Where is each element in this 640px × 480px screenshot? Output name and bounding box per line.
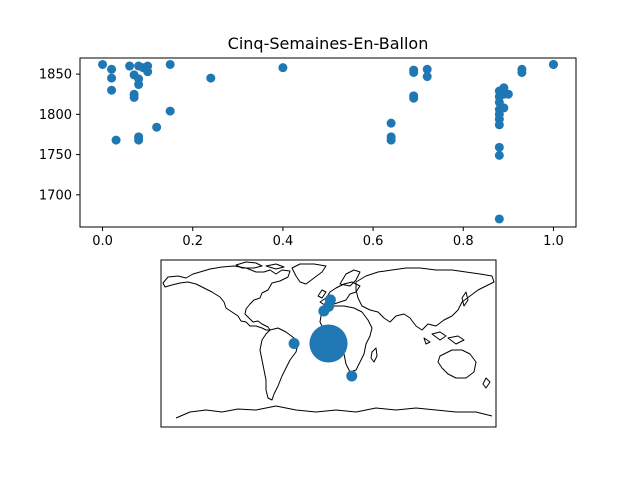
y-tick-label: 1850 [39, 68, 72, 83]
y-axis: 1700 1750 1800 1850 [39, 68, 80, 203]
scatter-point [165, 106, 175, 116]
scatter-point [165, 59, 175, 69]
scatter-point [152, 122, 162, 132]
scatter-point [107, 64, 117, 74]
x-axis: 0.0 0.2 0.4 0.6 0.8 1.0 [92, 227, 564, 249]
scatter-point [278, 63, 288, 73]
x-tick-label: 0.0 [92, 234, 113, 249]
x-tick-label: 1.0 [543, 234, 564, 249]
scatter-point [143, 67, 153, 77]
y-tick-label: 1800 [39, 108, 72, 123]
scatter-point [134, 135, 144, 145]
scatter-point [409, 67, 419, 77]
x-tick-label: 0.2 [182, 234, 203, 249]
land-madagascar [370, 347, 378, 363]
x-tick-label: 0.6 [363, 234, 384, 249]
scatter-point [206, 73, 216, 83]
scatter-chart: Cinq-Semaines-En-Ballon 0.0 0.2 0.4 0.6 0.8 1… [39, 34, 577, 249]
scatter-point [98, 59, 108, 69]
scatter-point [386, 135, 396, 145]
map-frame [160, 259, 497, 428]
x-tick-label: 0.8 [453, 234, 474, 249]
scatter-point [422, 64, 432, 74]
scatter-point [129, 92, 139, 102]
land-asia [355, 267, 495, 331]
land-arctic-islands [235, 261, 285, 270]
scatter-point [499, 83, 509, 93]
land-north-america [162, 265, 291, 331]
scatter-point [517, 67, 527, 77]
scatter-point [107, 73, 117, 83]
scatter-point [134, 80, 144, 90]
x-tick-label: 0.4 [273, 234, 294, 249]
scatter-point [111, 135, 121, 145]
land-japan [461, 291, 469, 307]
map-point [346, 370, 358, 382]
scatter-point [494, 214, 504, 224]
plot-frame [79, 57, 577, 228]
land-new-zealand [482, 377, 491, 389]
map-point [309, 324, 348, 363]
land-australia [437, 349, 477, 379]
y-tick-label: 1750 [39, 148, 72, 163]
land-antarctica [175, 405, 493, 419]
land-southeast-asia [423, 331, 465, 345]
scatter-point [422, 72, 432, 82]
scatter-point [386, 118, 396, 128]
y-tick-label: 1700 [39, 188, 72, 203]
scatter-point [125, 61, 135, 71]
scatter-point [494, 120, 504, 130]
chart-title: Cinq-Semaines-En-Ballon [228, 34, 429, 53]
world-map [160, 259, 497, 428]
land-greenland [291, 263, 327, 285]
scatter-point [494, 150, 504, 160]
scatter-point [409, 93, 419, 103]
scatter-point [494, 142, 504, 152]
land-europe [317, 281, 361, 307]
coastlines [162, 261, 495, 419]
scatter-point [499, 103, 509, 113]
map-points [288, 294, 358, 382]
scatter-point [107, 85, 117, 95]
scatter-point [548, 59, 558, 69]
scatter-points [98, 59, 558, 224]
scatter-point [503, 89, 513, 99]
map-point [288, 338, 300, 349]
land-scandinavia [339, 269, 361, 287]
map-point [324, 294, 336, 306]
